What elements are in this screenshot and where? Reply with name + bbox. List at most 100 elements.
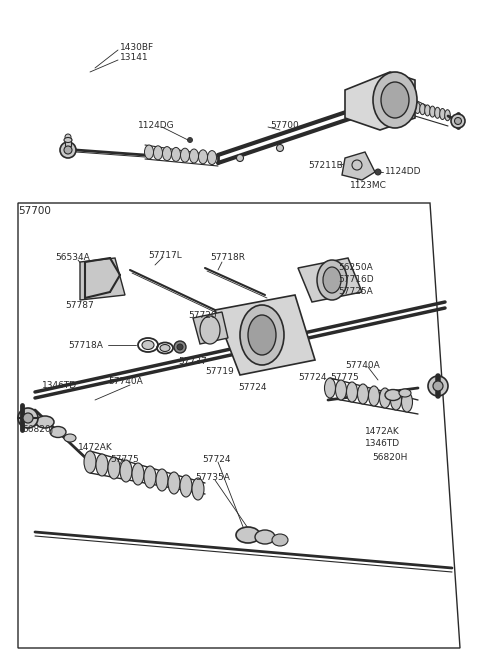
Text: 57211B: 57211B: [308, 160, 343, 170]
Text: 56820J: 56820J: [22, 426, 53, 434]
Ellipse shape: [255, 530, 275, 544]
Polygon shape: [80, 258, 125, 300]
Ellipse shape: [385, 390, 401, 400]
Ellipse shape: [324, 378, 336, 398]
Bar: [65, 138, 71, 146]
Text: 1346TD: 1346TD: [42, 381, 77, 390]
Circle shape: [237, 155, 243, 162]
Text: 57775: 57775: [330, 373, 359, 383]
Ellipse shape: [399, 389, 411, 397]
Text: 57700: 57700: [18, 206, 51, 216]
Text: 56250A: 56250A: [338, 263, 373, 272]
Ellipse shape: [415, 102, 420, 113]
Ellipse shape: [199, 150, 207, 164]
Text: 57720: 57720: [188, 310, 216, 320]
Circle shape: [276, 145, 284, 151]
Polygon shape: [298, 258, 362, 302]
Text: 57740A: 57740A: [345, 360, 380, 369]
Ellipse shape: [420, 103, 425, 115]
Circle shape: [177, 344, 183, 350]
Ellipse shape: [207, 151, 216, 164]
Ellipse shape: [64, 138, 72, 143]
Circle shape: [455, 117, 461, 124]
Ellipse shape: [64, 434, 76, 442]
Polygon shape: [193, 312, 228, 344]
Text: 57740A: 57740A: [108, 377, 143, 386]
Circle shape: [174, 341, 186, 353]
Ellipse shape: [430, 106, 435, 117]
Circle shape: [428, 376, 448, 396]
Text: 57718R: 57718R: [210, 253, 245, 263]
Ellipse shape: [323, 267, 341, 293]
Text: 57725A: 57725A: [338, 288, 373, 297]
Polygon shape: [342, 152, 375, 180]
Ellipse shape: [180, 148, 190, 162]
Text: 57775: 57775: [110, 455, 139, 464]
Text: 57718A: 57718A: [68, 341, 103, 350]
Text: 57724: 57724: [238, 383, 266, 392]
Text: 56820H: 56820H: [372, 453, 408, 462]
Ellipse shape: [336, 380, 347, 400]
Circle shape: [23, 413, 33, 423]
Ellipse shape: [163, 147, 171, 160]
Ellipse shape: [192, 478, 204, 500]
Ellipse shape: [381, 82, 409, 118]
Circle shape: [352, 160, 362, 170]
Text: 13141: 13141: [120, 54, 149, 62]
Ellipse shape: [171, 147, 180, 161]
Circle shape: [65, 134, 71, 140]
Ellipse shape: [96, 454, 108, 476]
Text: 57724: 57724: [202, 455, 230, 464]
Text: 1124DD: 1124DD: [385, 168, 421, 176]
Ellipse shape: [358, 384, 369, 404]
Polygon shape: [345, 72, 415, 130]
Text: 57735A: 57735A: [195, 474, 230, 483]
Ellipse shape: [142, 341, 154, 350]
Ellipse shape: [132, 463, 144, 485]
Text: 57719: 57719: [205, 367, 234, 377]
Ellipse shape: [391, 390, 401, 410]
Ellipse shape: [248, 315, 276, 355]
Ellipse shape: [190, 149, 199, 163]
Ellipse shape: [347, 382, 358, 402]
Circle shape: [433, 381, 443, 391]
Ellipse shape: [144, 466, 156, 488]
Ellipse shape: [380, 388, 391, 408]
Text: 1346TD: 1346TD: [365, 440, 400, 449]
Ellipse shape: [369, 386, 380, 406]
Ellipse shape: [240, 305, 284, 365]
Ellipse shape: [435, 107, 440, 119]
Ellipse shape: [36, 416, 54, 428]
Ellipse shape: [272, 534, 288, 546]
Ellipse shape: [160, 345, 170, 352]
Text: 57700: 57700: [270, 121, 299, 130]
Circle shape: [64, 146, 72, 154]
Ellipse shape: [120, 460, 132, 482]
Ellipse shape: [168, 472, 180, 494]
Text: 57787: 57787: [65, 301, 94, 310]
Ellipse shape: [236, 527, 260, 543]
Text: 57724: 57724: [298, 373, 326, 383]
Text: 1472AK: 1472AK: [365, 428, 400, 436]
Ellipse shape: [108, 457, 120, 479]
Circle shape: [375, 169, 381, 175]
Ellipse shape: [154, 146, 163, 160]
Polygon shape: [215, 295, 315, 375]
Ellipse shape: [401, 392, 412, 412]
Ellipse shape: [200, 316, 220, 344]
Ellipse shape: [50, 426, 66, 438]
Circle shape: [188, 138, 192, 143]
Text: 57717L: 57717L: [148, 250, 182, 259]
Ellipse shape: [156, 469, 168, 491]
Text: 57737: 57737: [178, 358, 207, 367]
Ellipse shape: [180, 475, 192, 497]
Text: 56534A: 56534A: [55, 252, 90, 261]
Ellipse shape: [144, 145, 154, 159]
Circle shape: [60, 142, 76, 158]
Circle shape: [451, 114, 465, 128]
Text: 57716D: 57716D: [338, 276, 373, 284]
Circle shape: [18, 408, 38, 428]
Text: 1430BF: 1430BF: [120, 43, 154, 52]
Ellipse shape: [440, 109, 445, 119]
Ellipse shape: [444, 109, 450, 121]
